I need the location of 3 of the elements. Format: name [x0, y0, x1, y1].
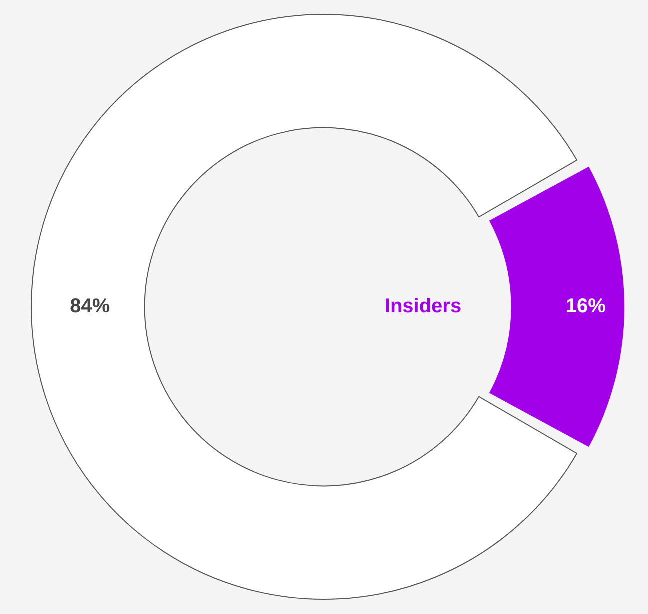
data-label: 16%: [566, 296, 606, 318]
data-label: 84%: [70, 296, 110, 318]
slice-label: Insiders: [384, 296, 462, 318]
